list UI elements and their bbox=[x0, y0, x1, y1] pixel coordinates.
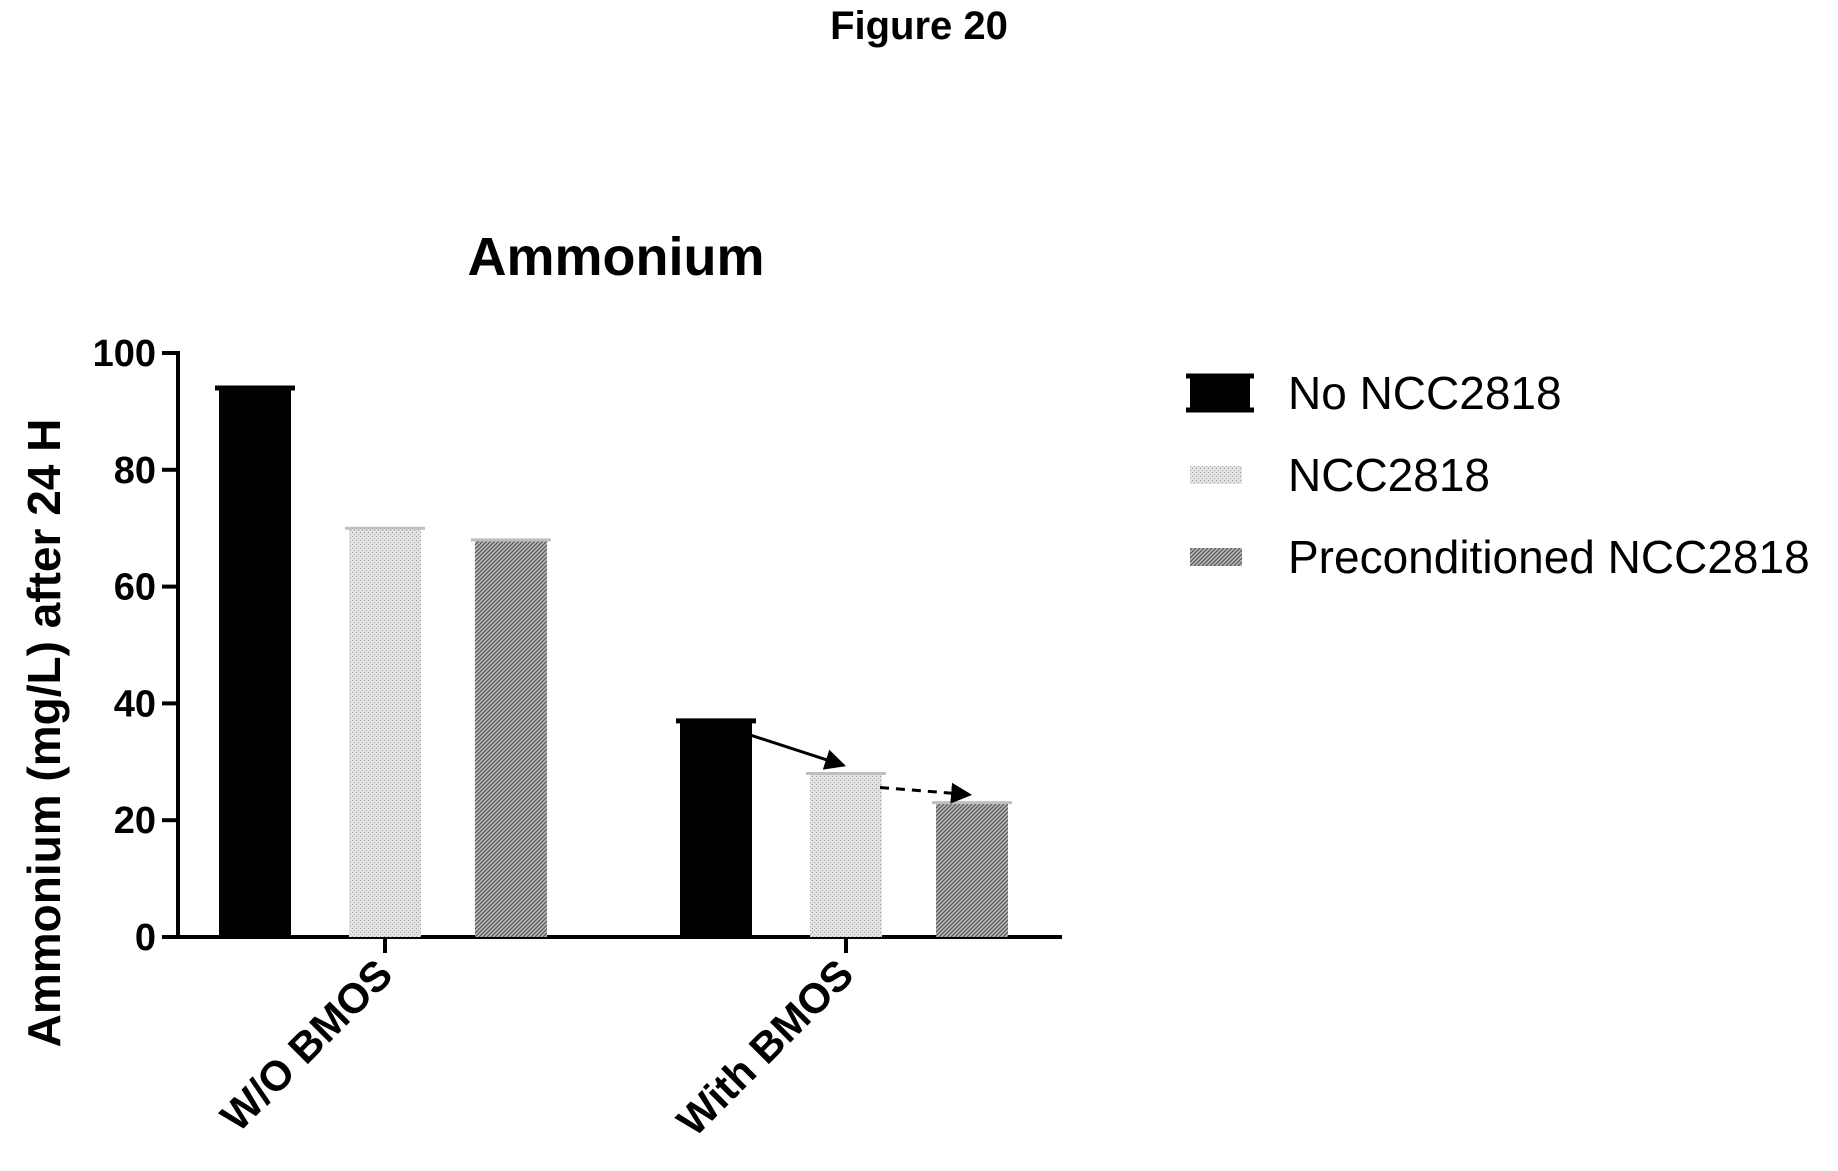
bar-no-ncc2818 bbox=[680, 720, 752, 937]
figure-label: Figure 20 bbox=[830, 4, 1008, 48]
bar-ncc2818 bbox=[810, 773, 882, 937]
y-tick-label: 40 bbox=[114, 683, 156, 725]
legend-swatch-preconditioned-ncc2818 bbox=[1190, 548, 1242, 566]
bar-ncc2818 bbox=[349, 528, 421, 937]
y-tick-label: 0 bbox=[135, 917, 156, 959]
y-tick-label: 60 bbox=[114, 567, 156, 609]
x-category-label: With BMOS bbox=[668, 950, 863, 1145]
legend-label-no-ncc2818: No NCC2818 bbox=[1288, 367, 1562, 419]
legend-label-preconditioned-ncc2818: Preconditioned NCC2818 bbox=[1288, 531, 1810, 583]
y-axis-title: Ammonium (mg/L) after 24 H bbox=[18, 419, 70, 1048]
legend-swatch-no-ncc2818 bbox=[1190, 376, 1250, 410]
dashed-arrow bbox=[879, 782, 973, 804]
solid-arrow bbox=[749, 733, 846, 770]
y-tick-label: 100 bbox=[93, 333, 156, 375]
legend-label-ncc2818: NCC2818 bbox=[1288, 449, 1490, 501]
bar-preconditioned-ncc2818 bbox=[936, 802, 1008, 937]
x-category-label: W/O BMOS bbox=[211, 950, 401, 1140]
bar-preconditioned-ncc2818 bbox=[475, 539, 547, 937]
y-tick-label: 20 bbox=[114, 800, 156, 842]
chart-title: Ammonium bbox=[468, 227, 765, 287]
bar-no-ncc2818 bbox=[219, 388, 291, 937]
legend-swatch-ncc2818 bbox=[1190, 466, 1242, 484]
y-tick-label: 80 bbox=[114, 450, 156, 492]
